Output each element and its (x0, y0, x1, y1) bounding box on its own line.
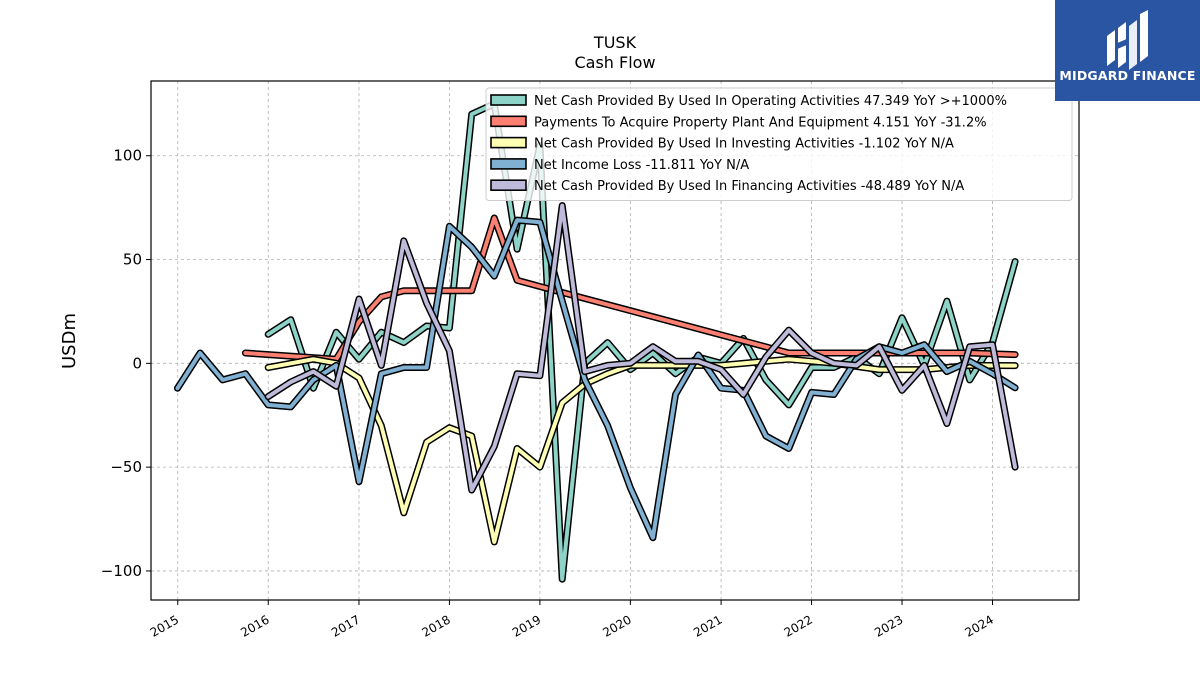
brand-logo: MIDGARD FINANCE (1055, 0, 1200, 101)
x-tick-label: 2024 (963, 612, 996, 639)
legend-swatch-1 (490, 94, 527, 106)
legend-label-3: Net Cash Provided By Used In Investing A… (534, 137, 954, 152)
y-tick-label: 0 (132, 354, 142, 372)
legend-label-1: Net Cash Provided By Used In Operating A… (534, 94, 1007, 109)
legend-label-5: Net Cash Provided By Used In Financing A… (534, 179, 964, 194)
logo-icon (1107, 10, 1148, 70)
x-tick-label: 2022 (782, 612, 815, 639)
legend-swatch-4 (490, 158, 527, 170)
x-tick-label: 2019 (510, 612, 543, 639)
y-axis-label: USDm (59, 313, 80, 369)
x-tick-label: 2015 (148, 612, 181, 639)
series-outline-5 (264, 202, 1019, 494)
series-lines (174, 100, 1019, 583)
x-tick-label: 2021 (691, 612, 724, 639)
y-tick-label: 50 (123, 251, 142, 269)
legend-box (485, 87, 1073, 201)
legend-swatch-3 (490, 136, 527, 149)
legend-label-4: Net Income Loss -11.811 YoY N/A (534, 158, 749, 173)
x-tick-label: 2023 (872, 612, 905, 639)
y-axis-ticks: 100 50 0 −50 −100 (101, 147, 151, 580)
y-tick-label: −50 (110, 458, 142, 476)
y-tick-label: −100 (101, 562, 142, 580)
x-tick-label: 2016 (238, 612, 271, 639)
x-axis-ticks: 2015 2016 2017 2018 2019 2020 2021 2022 2023 2024 (148, 600, 996, 640)
x-tick-label: 2020 (600, 612, 633, 639)
series-line-5 (266, 203, 1018, 492)
y-tick-label: 100 (113, 147, 142, 165)
x-tick-label: 2017 (329, 612, 362, 639)
plot-frame (150, 80, 1080, 601)
chart-title: TUSK (593, 33, 637, 52)
legend-swatch-2 (490, 115, 527, 128)
legend: Net Cash Provided By Used In Operating A… (485, 87, 1073, 201)
logo-text: MIDGARD FINANCE (1059, 68, 1196, 83)
series-line-1 (266, 101, 1018, 582)
x-tick-label: 2018 (419, 612, 452, 639)
legend-label-2: Payments To Acquire Property Plant And E… (534, 115, 987, 130)
legend-swatch-5 (490, 179, 527, 191)
chart-subtitle: Cash Flow (574, 53, 655, 72)
